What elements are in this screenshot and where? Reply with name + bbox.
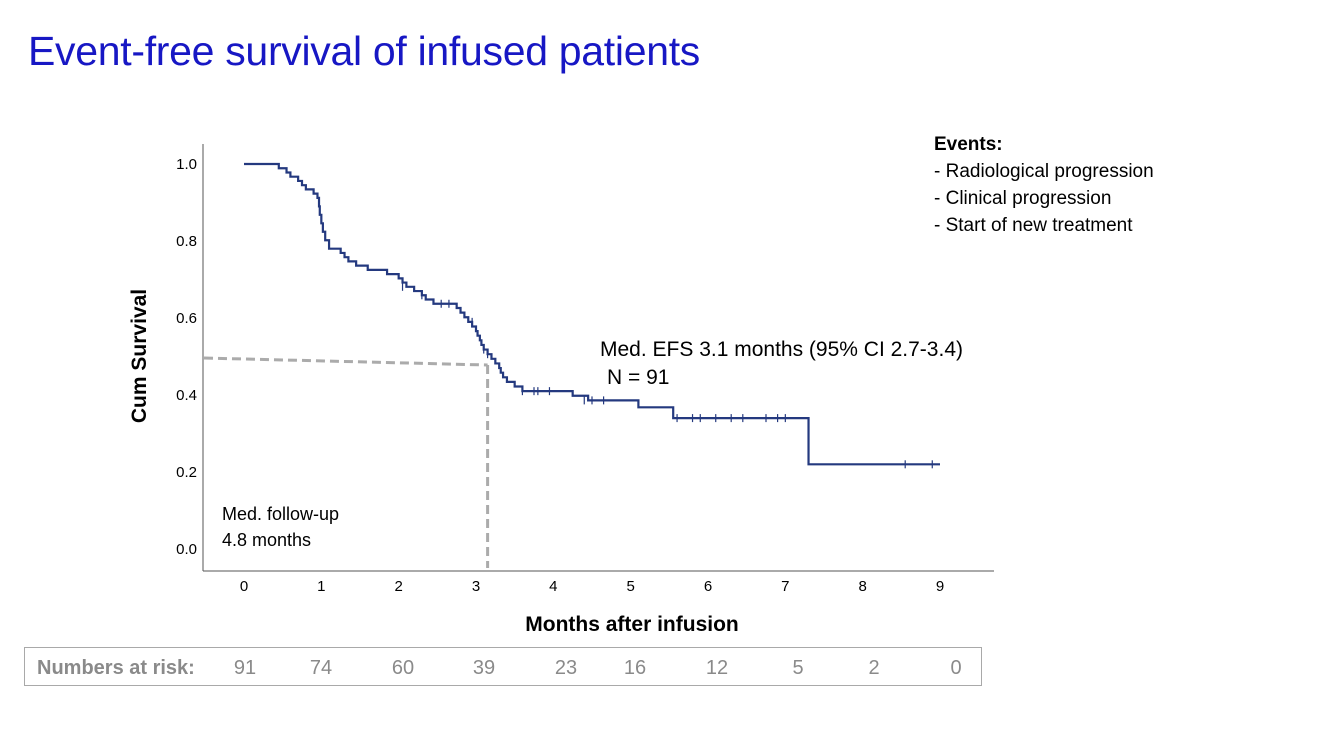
numbers-at-risk-table: Numbers at risk: 91 74 60 39 23 16 12 5 2 0 (24, 647, 982, 686)
x-tick-label: 5 (626, 578, 634, 595)
y-tick-label: 0.0 (176, 541, 197, 558)
event-item-new-treatment: - Start of new treatment (934, 215, 1133, 236)
numbers-at-risk-value: 60 (391, 657, 415, 679)
numbers-at-risk-value: 74 (309, 657, 333, 679)
numbers-at-risk-value: 5 (792, 657, 804, 679)
chart-axes (202, 144, 994, 572)
median-reference-lines (203, 356, 490, 568)
x-tick-label: 1 (317, 578, 325, 595)
numbers-at-risk-label: Numbers at risk: (37, 657, 195, 679)
y-tick-label: 1.0 (176, 156, 197, 173)
survival-curve (244, 162, 940, 466)
events-title: Events: (934, 134, 1003, 155)
followup-annotation-line1: Med. follow-up (222, 504, 339, 524)
median-efs-annotation: Med. EFS 3.1 months (95% CI 2.7-3.4) (600, 338, 963, 361)
x-tick-labels: 0 1 2 3 4 5 6 7 8 9 (240, 578, 944, 595)
numbers-at-risk-value: 0 (950, 657, 962, 679)
numbers-at-risk-value: 91 (233, 657, 257, 679)
slide-title: Event-free survival of infused patients (28, 28, 700, 74)
x-tick-label: 3 (472, 578, 480, 595)
y-tick-label: 0.2 (176, 464, 197, 481)
censored-marks (401, 282, 933, 469)
x-tick-label: 2 (394, 578, 402, 595)
events-legend: Events: - Radiological progression - Cli… (934, 131, 1154, 239)
numbers-at-risk-value: 23 (554, 657, 578, 679)
y-tick-label: 0.6 (176, 310, 197, 327)
median-horizontal-line (203, 356, 488, 367)
followup-annotation-line2: 4.8 months (222, 530, 311, 550)
x-tick-label: 4 (549, 578, 557, 595)
y-tick-label: 0.8 (176, 233, 197, 250)
x-axis-title: Months after infusion (525, 613, 739, 636)
n-annotation: N = 91 (607, 366, 669, 389)
numbers-at-risk-value: 12 (705, 657, 729, 679)
y-tick-labels: 0.0 0.2 0.4 0.6 0.8 1.0 (176, 156, 197, 558)
x-tick-label: 6 (704, 578, 712, 595)
numbers-at-risk-value: 39 (472, 657, 496, 679)
survival-step-line (244, 162, 940, 466)
y-tick-label: 0.4 (176, 387, 197, 404)
x-tick-label: 0 (240, 578, 248, 595)
x-tick-label: 9 (936, 578, 944, 595)
event-item-radiological: - Radiological progression (934, 161, 1154, 182)
y-axis-title: Cum Survival (128, 289, 151, 423)
numbers-at-risk-value: 16 (623, 657, 647, 679)
numbers-at-risk-value: 2 (868, 657, 880, 679)
x-tick-label: 8 (858, 578, 866, 595)
event-item-clinical: - Clinical progression (934, 188, 1112, 209)
x-tick-label: 7 (781, 578, 789, 595)
